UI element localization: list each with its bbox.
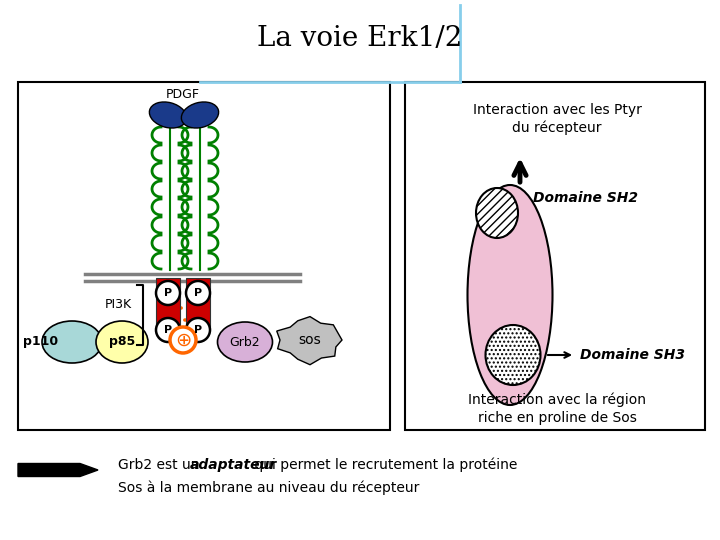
Ellipse shape: [485, 325, 541, 385]
Text: sos: sos: [299, 333, 321, 347]
Circle shape: [186, 281, 210, 305]
Polygon shape: [276, 316, 342, 365]
Text: Sos à la membrane au niveau du récepteur: Sos à la membrane au niveau du récepteur: [118, 481, 419, 495]
Text: P: P: [194, 288, 202, 298]
Text: riche en proline de Sos: riche en proline de Sos: [477, 411, 636, 425]
Circle shape: [170, 327, 196, 353]
Text: P: P: [164, 288, 172, 298]
Text: P: P: [164, 325, 172, 335]
Ellipse shape: [42, 321, 102, 363]
Text: ⊕: ⊕: [175, 330, 192, 349]
Text: du récepteur: du récepteur: [512, 121, 602, 135]
Bar: [18, 82, 390, 430]
Text: PI3K: PI3K: [104, 299, 132, 312]
Text: P: P: [194, 325, 202, 335]
Text: Interaction avec la région: Interaction avec la région: [468, 393, 646, 407]
Circle shape: [156, 281, 180, 305]
Ellipse shape: [476, 188, 518, 238]
Text: qui permet le recrutement la protéine: qui permet le recrutement la protéine: [250, 458, 518, 472]
Text: Domaine SH3: Domaine SH3: [580, 348, 685, 362]
Ellipse shape: [149, 102, 186, 128]
Text: Grb2: Grb2: [230, 335, 261, 348]
Bar: [156, 278, 180, 330]
Text: p110: p110: [24, 335, 58, 348]
Bar: [405, 82, 705, 430]
Ellipse shape: [181, 102, 219, 128]
Text: p85: p85: [109, 335, 135, 348]
Text: Domaine SH2: Domaine SH2: [533, 191, 638, 205]
Ellipse shape: [96, 321, 148, 363]
Ellipse shape: [217, 322, 272, 362]
Text: PDGF: PDGF: [166, 89, 200, 102]
Circle shape: [186, 318, 210, 342]
Ellipse shape: [467, 185, 552, 405]
Text: adaptateur: adaptateur: [190, 458, 277, 472]
Text: La voie Erk1/2: La voie Erk1/2: [257, 24, 463, 51]
Text: Grb2 est un: Grb2 est un: [118, 458, 204, 472]
FancyArrow shape: [18, 463, 98, 476]
Text: Interaction avec les Ptyr: Interaction avec les Ptyr: [472, 103, 642, 117]
Circle shape: [156, 318, 180, 342]
Bar: [186, 278, 210, 330]
